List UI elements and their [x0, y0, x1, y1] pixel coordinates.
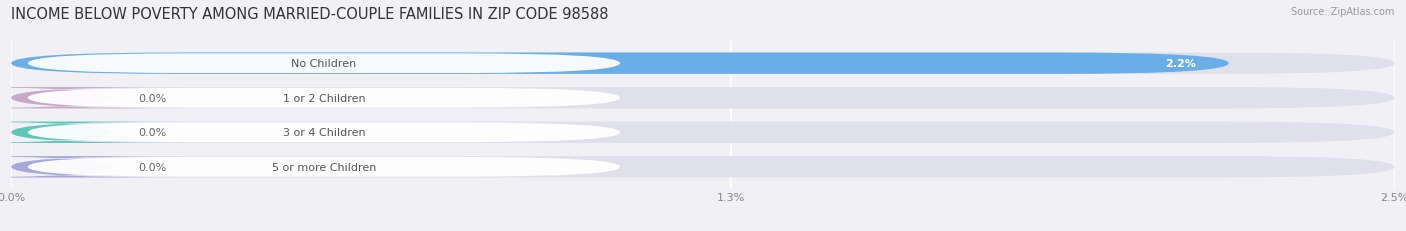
FancyBboxPatch shape [11, 53, 1229, 75]
FancyBboxPatch shape [0, 88, 183, 109]
FancyBboxPatch shape [11, 156, 1395, 178]
Text: INCOME BELOW POVERTY AMONG MARRIED-COUPLE FAMILIES IN ZIP CODE 98588: INCOME BELOW POVERTY AMONG MARRIED-COUPL… [11, 7, 609, 22]
Text: 5 or more Children: 5 or more Children [271, 162, 377, 172]
Text: Source: ZipAtlas.com: Source: ZipAtlas.com [1291, 7, 1395, 17]
Text: 0.0%: 0.0% [139, 93, 167, 103]
FancyBboxPatch shape [11, 53, 1395, 75]
Text: 3 or 4 Children: 3 or 4 Children [283, 128, 366, 138]
FancyBboxPatch shape [28, 157, 620, 177]
Text: No Children: No Children [291, 59, 357, 69]
FancyBboxPatch shape [28, 54, 620, 74]
Text: 0.0%: 0.0% [139, 162, 167, 172]
Text: 0.0%: 0.0% [139, 128, 167, 138]
Text: 2.2%: 2.2% [1164, 59, 1195, 69]
FancyBboxPatch shape [11, 88, 1395, 109]
FancyBboxPatch shape [0, 122, 183, 143]
Text: 1 or 2 Children: 1 or 2 Children [283, 93, 366, 103]
FancyBboxPatch shape [0, 156, 183, 178]
FancyBboxPatch shape [11, 122, 1395, 143]
FancyBboxPatch shape [28, 123, 620, 143]
FancyBboxPatch shape [28, 88, 620, 108]
